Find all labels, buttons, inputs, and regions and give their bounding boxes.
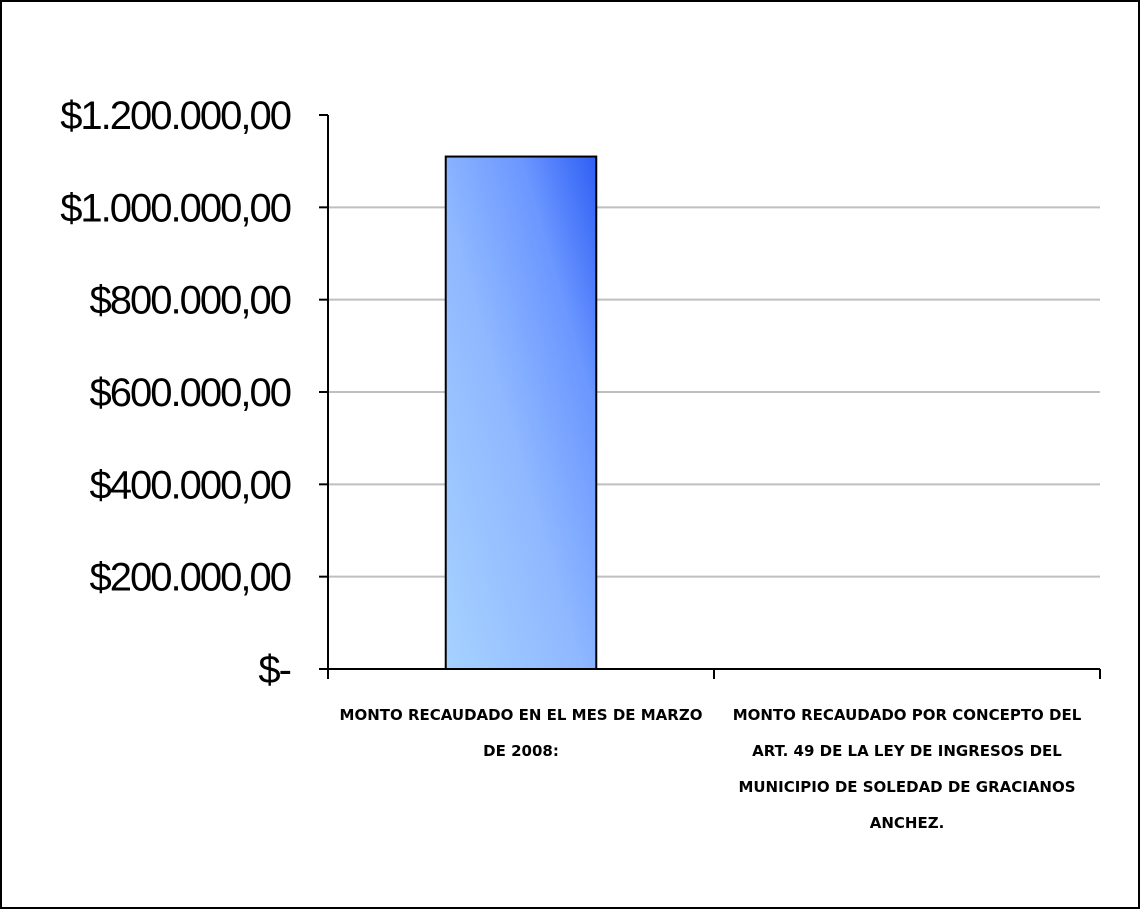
x-category-label-line: MUNICIPIO DE SOLEDAD DE GRACIANOS [738, 778, 1075, 796]
y-tick-label: $1.000.000,00 [60, 186, 291, 230]
y-tick-label: $200.000,00 [90, 556, 291, 600]
y-tick-label: $800.000,00 [90, 279, 291, 323]
bar [444, 155, 598, 671]
y-tick-label: $- [258, 648, 290, 692]
x-category-label-line: MONTO RECAUDADO EN EL MES DE MARZO [340, 706, 703, 724]
x-category-label: MONTO RECAUDADO POR CONCEPTO DEL ART. 49 … [733, 706, 1082, 832]
x-category-label-line: MONTO RECAUDADO POR CONCEPTO DEL [733, 706, 1082, 724]
y-tick-label: $400.000,00 [90, 463, 291, 507]
y-tick-label: $1.200.000,00 [60, 94, 291, 138]
x-category-label-line: DE 2008: [483, 742, 559, 760]
y-tick-label: $600.000,00 [90, 371, 291, 415]
x-category-label-line: ANCHEZ. [870, 814, 945, 832]
x-category-label-line: ART. 49 DE LA LEY DE INGRESOS DEL [752, 742, 1062, 760]
x-category-label: MONTO RECAUDADO EN EL MES DE MARZO DE 200… [340, 706, 703, 760]
